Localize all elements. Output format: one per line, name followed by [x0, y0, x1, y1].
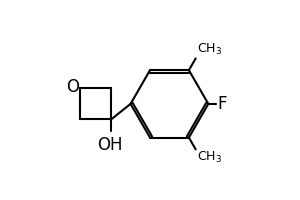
- Text: O: O: [66, 78, 79, 96]
- Text: F: F: [217, 95, 226, 113]
- Text: CH$_3$: CH$_3$: [197, 42, 222, 57]
- Text: CH$_3$: CH$_3$: [197, 150, 222, 165]
- Text: OH: OH: [98, 136, 123, 154]
